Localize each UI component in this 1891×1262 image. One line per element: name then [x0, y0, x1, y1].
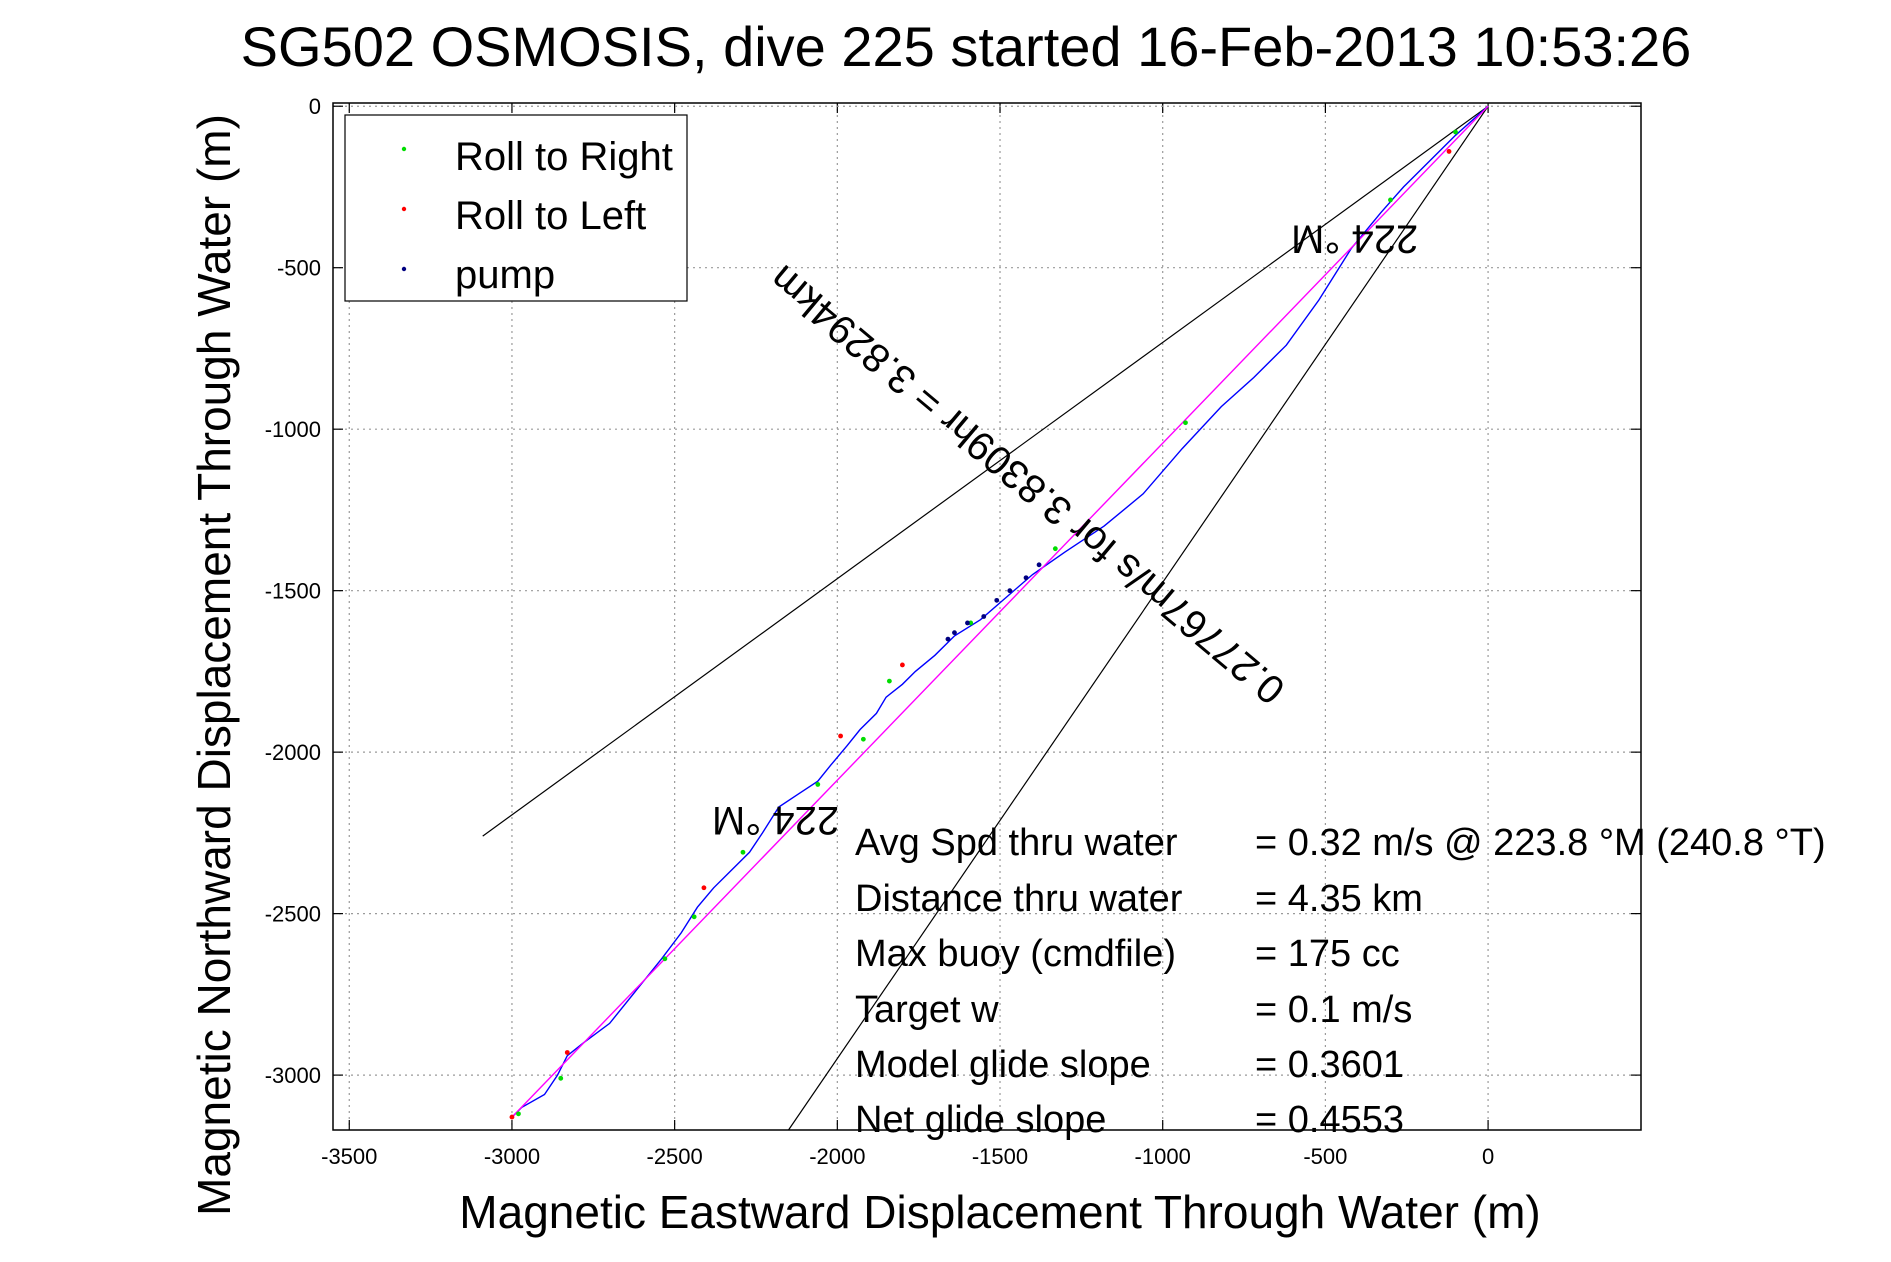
x-tick-label: -2000 [809, 1144, 865, 1169]
y-tick-label: -500 [277, 256, 321, 281]
roll-right-point [662, 956, 668, 962]
heading-lines [482, 105, 1489, 1131]
legend-roll-left-label: Roll to Left [455, 194, 646, 238]
stat-value-model-glide: = 0.3601 [1255, 1044, 1404, 1086]
roll-right-point [886, 678, 892, 684]
heading-line-1-line [482, 105, 1489, 837]
legend-roll-right-label: Roll to Right [455, 135, 673, 179]
stat-label-net-glide: Net glide slope [855, 1099, 1106, 1141]
pump-point [1036, 562, 1042, 568]
roll-right-point [516, 1111, 521, 1117]
pump-point [952, 630, 957, 636]
x-tick-label: 0 [1482, 1144, 1494, 1169]
y-tick-label: -3000 [265, 1063, 321, 1088]
roll-left-point [701, 885, 707, 891]
roll-left-point [900, 662, 905, 668]
stat-label-target-w: Target w [855, 989, 999, 1031]
straight-line-line [511, 105, 1489, 1118]
roll-right-point [1453, 129, 1458, 135]
roll-right-point [740, 849, 746, 855]
plot-frame [332, 102, 1642, 1131]
stat-value-avg-speed: = 0.32 m/s @ 223.8 °M (240.8 °T) [1255, 822, 1826, 864]
x-tick-label: -500 [1303, 1144, 1347, 1169]
roll-left-point [564, 1050, 570, 1055]
x-tick-label: -3000 [484, 1144, 540, 1169]
stat-label-model-glide: Model glide slope [855, 1044, 1151, 1086]
roll-right-point [1183, 420, 1188, 426]
x-tick-label: -2500 [647, 1144, 703, 1169]
roll-left-point [509, 1114, 515, 1120]
marker-layer [509, 129, 1458, 1120]
y-tick-label: 0 [309, 94, 321, 119]
stat-value-max-buoy: = 175 cc [1255, 933, 1400, 975]
legend: Roll to Right Roll to Left pump [344, 114, 688, 302]
y-tick-label: -2000 [265, 740, 321, 765]
y-tick-labels: 0 -500 -1000 -1500 -2000 -2500 -3000 [265, 94, 321, 1088]
pump-point [994, 597, 1000, 603]
stat-label-max-buoy: Max buoy (cmdfile) [855, 933, 1176, 975]
legend-roll-right-marker [401, 146, 407, 152]
x-axis-label: Magnetic Eastward Displacement Through W… [459, 1186, 1540, 1238]
roll-left-point [838, 733, 843, 739]
track-line [511, 105, 1489, 1118]
roll-right-point [860, 736, 866, 742]
y-tick-label: -1500 [265, 579, 321, 604]
y-tick-label: -2500 [265, 902, 321, 927]
stat-value-target-w: = 0.1 m/s [1255, 989, 1412, 1031]
pump-point [1023, 575, 1029, 581]
y-axis-label: Magnetic Northward Displacement Through … [188, 114, 240, 1216]
x-tick-label: -1500 [972, 1144, 1028, 1169]
legend-pump-label: pump [455, 253, 555, 297]
chart-title: SG502 OSMOSIS, dive 225 started 16-Feb-2… [241, 15, 1692, 78]
stat-value-distance: = 4.35 km [1255, 878, 1423, 920]
legend-roll-left-marker [401, 206, 407, 212]
x-tick-label: -1000 [1135, 1144, 1191, 1169]
pump-point [1007, 588, 1013, 594]
x-tick-labels: -3500 -3000 -2500 -2000 -1500 -1000 -500 0 [321, 1144, 1494, 1169]
roll-right-point [1052, 546, 1058, 552]
y-tick-label: -1000 [265, 417, 321, 442]
stat-label-avg-speed: Avg Spd thru water [855, 822, 1178, 864]
annotation-1: 224 °M [712, 798, 839, 842]
legend-pump-marker [401, 266, 407, 272]
stat-value-net-glide: = 0.4553 [1255, 1099, 1404, 1141]
roll-left-point [1446, 149, 1452, 154]
annotation-2: 224 °M [1291, 217, 1418, 261]
roll-right-point [815, 782, 821, 787]
heading-line-2-line [788, 105, 1489, 1131]
pump-point [965, 620, 970, 626]
roll-right-point [691, 914, 697, 920]
series-layer [511, 105, 1489, 1118]
x-tick-label: -3500 [321, 1144, 377, 1169]
stats-block: Avg Spd thru water = 0.32 m/s @ 223.8 °M… [855, 822, 1826, 1141]
roll-right-point [558, 1075, 564, 1081]
pump-point [981, 614, 987, 619]
roll-right-point [1388, 197, 1393, 203]
pump-point [945, 636, 951, 642]
stat-label-distance: Distance thru water [855, 878, 1183, 920]
